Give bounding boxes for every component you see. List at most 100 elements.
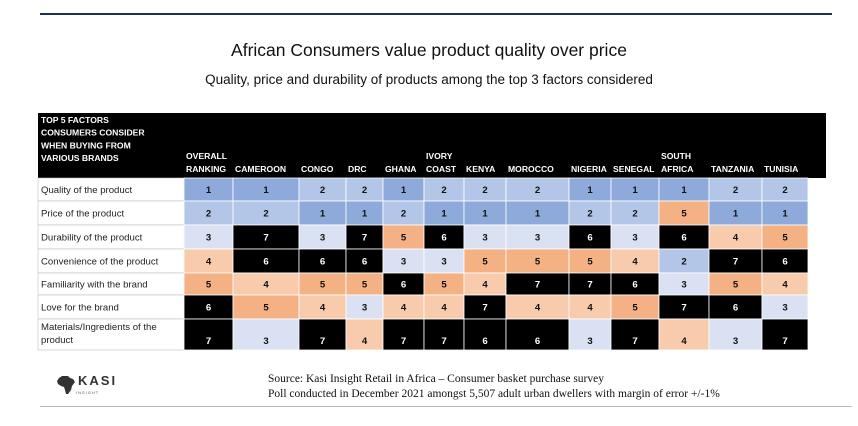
rank-cell (298, 318, 347, 351)
row-label: Price of the product (41, 209, 125, 220)
rank-value: 5 (632, 303, 638, 314)
rank-cell (382, 200, 425, 226)
rank-value: 4 (441, 303, 447, 314)
rank-value: 7 (482, 303, 487, 314)
column-header: GHANA (385, 164, 417, 174)
rank-cell (761, 294, 809, 320)
rank-value: 1 (482, 209, 488, 220)
row-label-cell (37, 224, 185, 250)
rank-cell (345, 248, 384, 274)
rank-value: 2 (441, 185, 446, 196)
rank-value: 1 (632, 185, 638, 196)
rank-value: 2 (782, 185, 787, 196)
rank-cell (183, 224, 234, 250)
rank-cell (382, 318, 425, 351)
rank-value: 4 (263, 280, 269, 291)
rank-value: 3 (320, 233, 325, 244)
rank-value: 4 (681, 336, 687, 347)
row-label: Durability of the product (41, 233, 143, 244)
rank-value: 6 (320, 257, 325, 268)
rank-cell (232, 318, 300, 351)
rank-cell (505, 294, 570, 320)
rank-value: 7 (733, 257, 738, 268)
rank-cell (463, 200, 507, 226)
rank-value: 7 (263, 233, 268, 244)
rank-value: 2 (206, 209, 211, 220)
column-header: TANZANIA (711, 164, 754, 174)
rank-cell (183, 294, 234, 320)
rank-value: 7 (587, 280, 592, 291)
rank-value: 4 (206, 257, 212, 268)
rank-value: 3 (535, 233, 540, 244)
rank-cell (708, 248, 763, 274)
rank-value: 2 (401, 209, 406, 220)
rank-cell (505, 318, 570, 351)
rank-cell (232, 224, 300, 250)
rank-cell (708, 294, 763, 320)
rank-value: 7 (782, 336, 787, 347)
rank-value: 5 (782, 233, 788, 244)
rank-value: 5 (535, 257, 541, 268)
rank-value: 6 (782, 257, 787, 268)
africa-map-icon (57, 376, 75, 394)
logo-subword: INSIGHT (76, 390, 100, 395)
rank-value: 7 (681, 303, 686, 314)
rank-cell (568, 224, 612, 250)
rank-value: 6 (441, 233, 446, 244)
rank-value: 5 (263, 303, 269, 314)
rank-cell (610, 318, 660, 351)
kasi-logo: KASI INSIGHT (56, 372, 117, 395)
rank-value: 2 (362, 185, 367, 196)
row-label: Convenience of the product (41, 257, 159, 268)
rank-cell (568, 294, 612, 320)
rank-value: 6 (587, 233, 592, 244)
rank-value: 2 (733, 185, 738, 196)
rank-value: 7 (632, 336, 637, 347)
rank-value: 4 (320, 303, 326, 314)
rank-value: 3 (587, 336, 592, 347)
rank-cell (761, 224, 809, 250)
rank-cell (505, 248, 570, 274)
rank-value: 3 (482, 233, 487, 244)
rank-value: 5 (733, 280, 739, 291)
rank-cell (761, 248, 809, 274)
rank-value: 5 (441, 280, 447, 291)
rank-value: 6 (681, 233, 686, 244)
rank-value: 6 (733, 303, 738, 314)
rank-value: 4 (587, 303, 593, 314)
rank-value: 2 (632, 209, 637, 220)
column-header: IVORY COAST (426, 151, 457, 174)
rank-value: 3 (441, 257, 446, 268)
source-line-2: Poll conducted in December 2021 amongst … (268, 388, 720, 400)
rank-value: 1 (441, 209, 447, 220)
rank-value: 6 (263, 257, 268, 268)
row-label: Quality of the product (41, 185, 133, 196)
rank-cell (345, 224, 384, 250)
rank-value: 3 (401, 257, 406, 268)
rank-value: 7 (320, 336, 325, 347)
rank-value: 2 (263, 209, 268, 220)
rank-value: 5 (681, 209, 687, 220)
rank-value: 7 (535, 280, 540, 291)
rank-value: 1 (320, 209, 326, 220)
row-label: Love for the brand (41, 303, 119, 314)
column-header: CONGO (301, 164, 334, 174)
rank-cell (382, 248, 425, 274)
rank-cell (298, 200, 347, 226)
bottom-rule (40, 406, 852, 407)
rank-cell (423, 248, 465, 274)
rank-value: 7 (206, 336, 211, 347)
source-note: Source: Kasi Insight Retail in Africa – … (268, 372, 720, 402)
rank-value: 1 (535, 209, 541, 220)
source-line-1: Source: Kasi Insight Retail in Africa – … (268, 373, 604, 385)
rank-cell (610, 248, 660, 274)
rank-value: 2 (320, 185, 325, 196)
rank-value: 1 (587, 185, 593, 196)
chart-subtitle: Quality, price and durability of product… (205, 72, 653, 87)
rank-value: 3 (782, 303, 787, 314)
rank-cell (345, 318, 384, 351)
rank-cell (183, 318, 234, 351)
logo-word: KASI (78, 373, 118, 388)
row-label: Familiarity with the brand (41, 280, 148, 291)
